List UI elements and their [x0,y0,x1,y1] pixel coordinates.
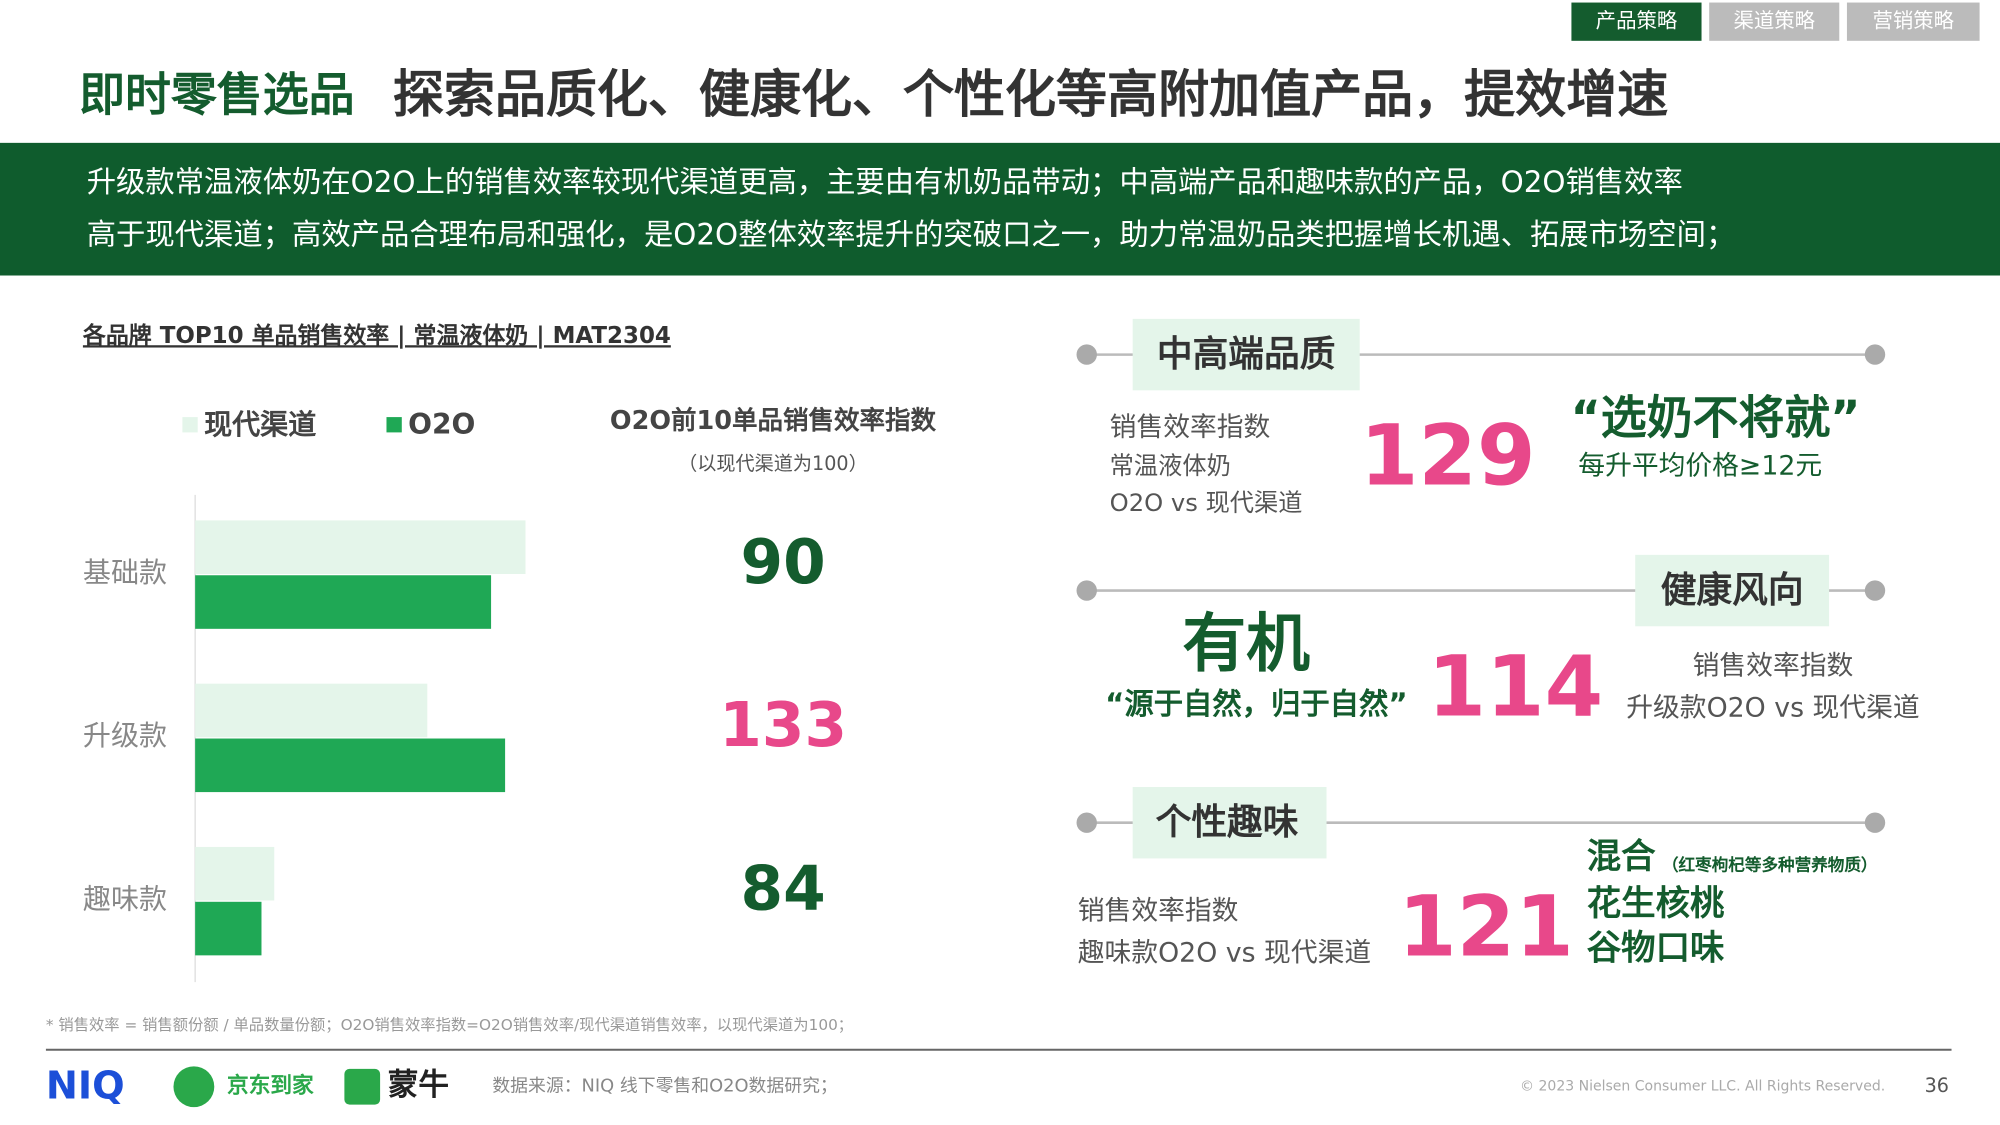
logo: 京东到家 [227,1073,314,1099]
panel-heading: 个性趣味 [1156,802,1299,843]
bar [195,738,506,793]
legend-swatch [386,417,402,433]
tab[interactable]: 渠道策略 [1733,9,1815,33]
tab-bg[interactable] [1571,2,1702,41]
dot [1076,812,1097,833]
dot [1864,580,1886,601]
panel-item: 花生核桃 [1587,884,1725,924]
dot [1864,812,1886,833]
panel-item-note: （红枣枸杞等多种营养物质） [1662,855,1878,875]
panel-line: 升级款O2O vs 现代渠道 [1626,693,1919,724]
logo-icon [344,1068,381,1105]
logo: 蒙牛 [388,1068,449,1103]
title-main: 探索品质化、健康化、个性化等高附加值产品，提效增速 [393,66,1668,125]
index-value: 84 [741,853,826,924]
panel-value: 114 [1427,638,1603,736]
category-label: 升级款 [83,719,167,752]
footnote: * 销售效率 = 销售额份额 / 单品数量份额；O2O销售效率指数=O2O销售效… [46,1016,853,1034]
dot [1076,580,1097,601]
banner [0,142,2000,276]
dot [1076,344,1097,365]
panel-heading: 中高端品质 [1157,334,1336,375]
panel-note: 每升平均价格≥12元 [1578,450,1822,481]
panel-value: 129 [1360,407,1536,505]
logo-icon [173,1066,215,1108]
panel-value: 121 [1398,877,1574,975]
heading-bg [1635,554,1830,627]
panel-slogan: “选奶不将就” [1571,390,1861,444]
bar [195,846,275,901]
banner-line: 升级款常温液体奶在O2O上的销售效率较现代渠道更高，主要由有机奶品带动；中高端产… [87,165,1683,199]
page-number: 36 [1925,1074,1949,1097]
tab-bg[interactable] [1846,2,1980,41]
legend-swatch [182,417,198,433]
panel-big: 有机 [1182,608,1310,682]
panel-item: 混合 [1587,837,1656,877]
title-lead: 即时零售选品 [79,68,354,122]
panel-heading: 健康风向 [1661,570,1804,611]
bar [195,683,428,738]
index-title: O2O前10单品销售效率指数 [610,406,937,436]
bar [195,520,526,574]
chart-title: 各品牌 TOP10 单品销售效率 | 常温液体奶 | MAT2304 [82,322,671,349]
category-label: 趣味款 [83,883,167,916]
panel-line: 销售效率指数 [1078,895,1239,926]
heading-bg [1132,318,1360,391]
copyright: © 2023 Nielsen Consumer LLC. All Rights … [1520,1079,1885,1095]
tab-bg[interactable] [1709,2,1840,41]
panel-line: 趣味款O2O vs 现代渠道 [1078,938,1371,969]
bar [195,901,262,956]
chart: 现代渠道 O2O 基础款 90 升级款 133 趣味款 84 [83,408,847,956]
dot [1864,344,1886,365]
index-value: 90 [741,527,826,598]
index-value: 133 [719,690,847,761]
tab[interactable]: 产品策略 [1596,9,1678,33]
panel-line: 销售效率指数 [1110,412,1271,443]
category-label: 基础款 [83,556,167,589]
panel-line: O2O vs 现代渠道 [1110,489,1303,517]
bar [195,575,492,629]
logo: NIQ [46,1064,125,1109]
legend-label: 现代渠道 [204,408,316,441]
index-subtitle: （以现代渠道为100） [678,452,868,475]
panel-item: 谷物口味 [1587,929,1725,969]
panel-slogan: “源于自然，归于自然” [1105,687,1408,721]
banner-line: 高于现代渠道；高效产品合理布局和强化，是O2O整体效率提升的突破口之一，助力常温… [87,217,1736,251]
tab[interactable]: 营销策略 [1872,9,1954,33]
source: 数据来源：NIQ 线下零售和O2O数据研究； [492,1076,837,1097]
panel-line: 销售效率指数 [1693,651,1854,682]
legend-label: O2O [408,408,475,441]
heading-bg [1132,786,1327,859]
panel-line: 常温液体奶 [1110,452,1231,480]
